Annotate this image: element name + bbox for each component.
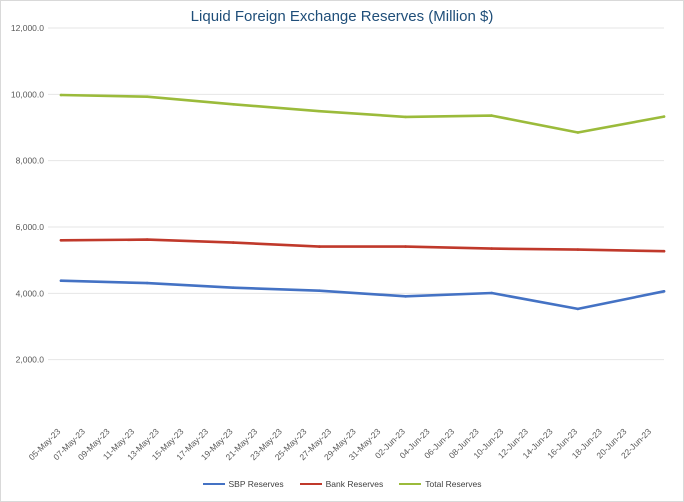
y-tick-label: 2,000.0 bbox=[16, 355, 45, 365]
data-point-sbp-reserves bbox=[318, 289, 321, 292]
legend-item: Total Reserves bbox=[399, 479, 481, 489]
data-point-sbp-reserves bbox=[662, 290, 666, 293]
y-axis-ticks: 2,000.0 4,000.0 6,000.0 8,000.0 10,000.0 12,0… bbox=[11, 23, 44, 365]
y-tick-label: 10,000.0 bbox=[11, 89, 44, 99]
data-point-sbp-reserves bbox=[231, 286, 235, 289]
x-axis-ticks: 05-May-2307-May-2309-May-2311-May-2313-M… bbox=[27, 426, 654, 462]
data-point-total-reserves bbox=[231, 102, 235, 106]
data-point-bank-reserves bbox=[318, 245, 321, 248]
data-point-bank-reserves bbox=[576, 248, 580, 251]
data-point-bank-reserves bbox=[145, 238, 149, 241]
data-point-total-reserves bbox=[576, 131, 580, 134]
y-tick-label: 4,000.0 bbox=[16, 288, 45, 298]
data-point-bank-reserves bbox=[662, 249, 666, 253]
legend-swatch bbox=[299, 482, 322, 486]
data-point-total-reserves bbox=[59, 93, 63, 97]
legend-label: Bank Reserves bbox=[325, 479, 384, 489]
data-point-total-reserves bbox=[404, 115, 407, 119]
data-point-sbp-reserves bbox=[404, 295, 407, 298]
y-tick-label: 6,000.0 bbox=[16, 222, 45, 232]
data-point-sbp-reserves bbox=[576, 307, 580, 311]
data-point-bank-reserves bbox=[231, 241, 235, 244]
data-point-bank-reserves bbox=[490, 247, 494, 250]
legend-item: SBP Reserves bbox=[202, 479, 284, 489]
data-point-bank-reserves bbox=[404, 245, 407, 248]
data-point-total-reserves bbox=[318, 109, 321, 113]
y-tick-label: 8,000.0 bbox=[16, 156, 45, 166]
series-line-sbp-reserves bbox=[59, 279, 666, 311]
data-point-sbp-reserves bbox=[145, 281, 149, 285]
gridlines bbox=[48, 27, 664, 361]
legend-swatch bbox=[202, 482, 225, 486]
y-tick-label: 12,000.0 bbox=[11, 23, 44, 33]
legend-swatch bbox=[399, 482, 422, 486]
data-point-total-reserves bbox=[662, 115, 666, 118]
data-point-total-reserves bbox=[145, 95, 149, 98]
series-line-bank-reserves bbox=[59, 238, 666, 253]
series-lines bbox=[59, 93, 666, 311]
legend: SBP Reserves Bank Reserves Total Reserves bbox=[0, 479, 684, 489]
data-point-bank-reserves bbox=[59, 238, 63, 242]
legend-label: Total Reserves bbox=[425, 479, 482, 489]
legend-label: SBP Reserves bbox=[228, 479, 284, 489]
data-point-sbp-reserves bbox=[59, 279, 63, 283]
data-point-sbp-reserves bbox=[490, 291, 494, 295]
series-line-total-reserves bbox=[59, 93, 666, 134]
chart-title: Liquid Foreign Exchange Reserves (Millio… bbox=[190, 8, 494, 25]
legend-item: Bank Reserves bbox=[299, 479, 384, 489]
data-point-total-reserves bbox=[490, 114, 494, 117]
